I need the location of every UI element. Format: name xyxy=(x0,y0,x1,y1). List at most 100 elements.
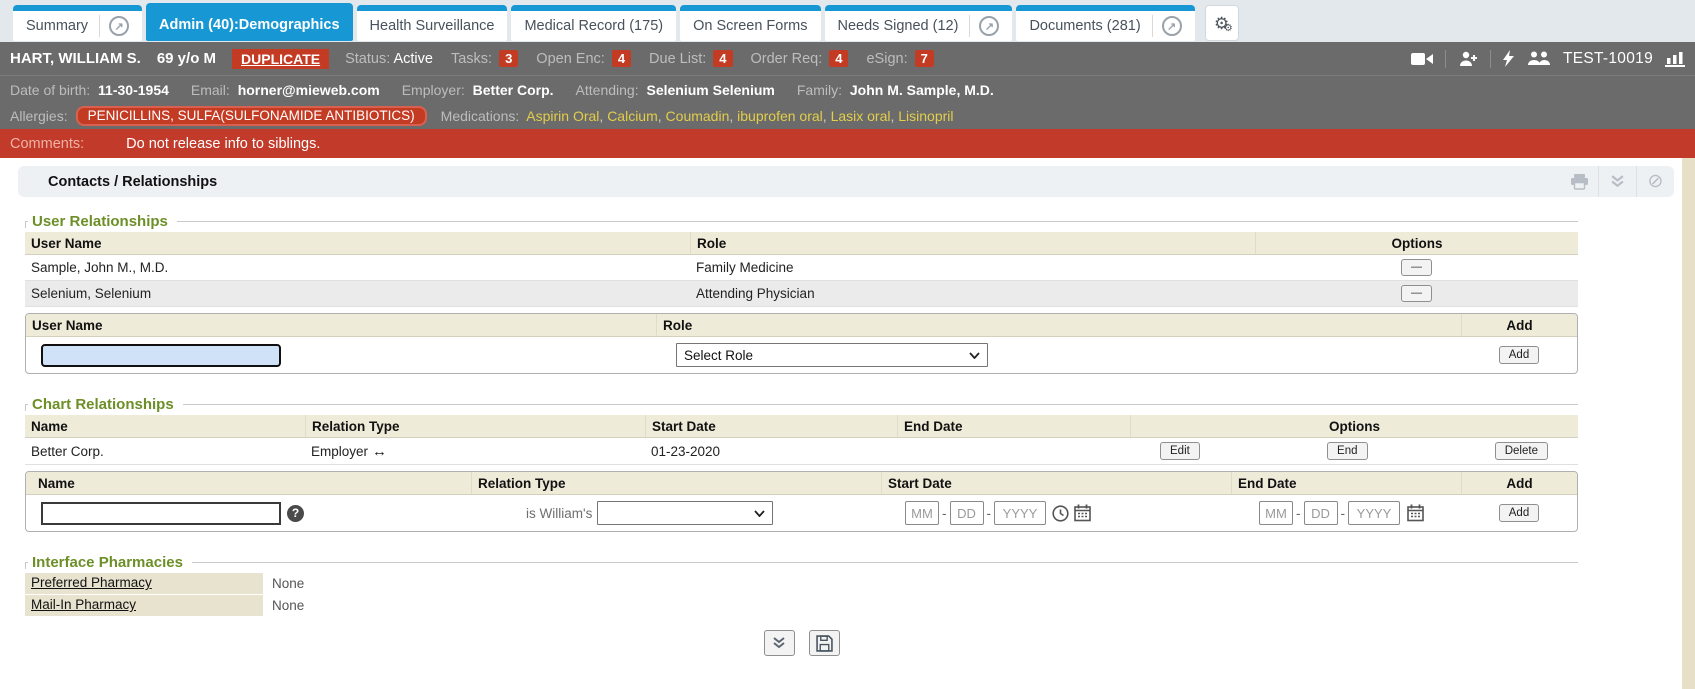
date-separator: - xyxy=(1340,505,1346,521)
role-cell: Family Medicine xyxy=(696,260,794,275)
patients-icon[interactable] xyxy=(1527,51,1551,66)
tab-admin-demographics[interactable]: Admin (40):Demographics xyxy=(146,3,353,41)
allergies-pill[interactable]: PENICILLINS, SULFA(SULFONAMIDE ANTIBIOTI… xyxy=(75,106,427,126)
end-day-input[interactable] xyxy=(1303,501,1338,525)
medications-label: Medications: xyxy=(440,108,520,124)
user-name-input[interactable] xyxy=(40,342,282,368)
tab-health-surveillance[interactable]: Health Surveillance xyxy=(356,5,508,41)
due-list-badge[interactable]: 4 xyxy=(713,50,733,67)
tab-summary[interactable]: Summary ↗ xyxy=(13,5,143,41)
preferred-pharmacy-link[interactable]: Preferred Pharmacy xyxy=(31,575,152,590)
divider xyxy=(25,404,1578,411)
preferred-pharmacy-value: None xyxy=(272,576,305,591)
add-person-icon[interactable] xyxy=(1458,51,1478,67)
divider xyxy=(969,15,971,37)
email-value: horner@mieweb.com xyxy=(237,81,380,98)
end-month-input[interactable] xyxy=(1259,501,1293,525)
double-chevron-down-icon xyxy=(1611,175,1624,188)
chart-relationships-header-row: Name Relation Type Start Date End Date O… xyxy=(25,415,1578,438)
add-chart-relationship-box: Name Relation Type Start Date End Date A… xyxy=(25,471,1578,532)
user-relationships-header-row: User Name Role Options xyxy=(25,232,1578,255)
due-list-label: Due List: xyxy=(649,50,707,67)
start-day-input[interactable] xyxy=(949,501,984,525)
comments-text: Do not release info to siblings. xyxy=(126,135,321,152)
relation-type-select[interactable] xyxy=(597,501,774,525)
add-chart-header-row: Name Relation Type Start Date End Date A… xyxy=(26,472,1577,495)
tasks-badge[interactable]: 3 xyxy=(499,50,519,67)
end-year-input[interactable] xyxy=(1348,501,1400,525)
popout-icon[interactable]: ↗ xyxy=(1161,16,1182,36)
order-req-badge[interactable]: 4 xyxy=(829,50,849,67)
print-button[interactable] xyxy=(1560,166,1598,197)
mail-in-pharmacy-link[interactable]: Mail-In Pharmacy xyxy=(31,597,137,612)
time-picker-icon[interactable] xyxy=(1052,504,1069,522)
esign-badge[interactable]: 7 xyxy=(914,50,934,67)
tasks-label: Tasks: xyxy=(450,50,493,67)
column-header-end-date: End Date xyxy=(897,415,1130,437)
open-enc-badge[interactable]: 4 xyxy=(611,50,632,67)
table-row: Selenium, Selenium Attending Physician — xyxy=(25,281,1578,307)
start-year-input[interactable] xyxy=(994,501,1046,525)
role-cell: Attending Physician xyxy=(696,286,815,301)
disable-section-button[interactable]: ⊘ xyxy=(1636,166,1674,197)
popout-icon[interactable]: ↗ xyxy=(109,16,130,36)
add-user-header-row: User Name Role Add xyxy=(26,314,1577,337)
relation-type-cell: Employer ↔ xyxy=(305,440,645,463)
tab-documents[interactable]: Documents (281) ↗ xyxy=(1016,5,1195,41)
column-header-start-date: Start Date xyxy=(645,415,897,437)
demographics-bar: Date of birth: 11-30-1954 Email: horner@… xyxy=(0,75,1695,103)
add-user-relationship-box: User Name Role Add Select Role Add xyxy=(25,313,1578,374)
user-relationships-section: User Relationships User Name Role Option… xyxy=(25,211,1578,374)
page-scroll-gutter[interactable] xyxy=(1682,158,1695,689)
delete-relationship-button[interactable]: Delete xyxy=(1494,442,1548,460)
end-relationship-button[interactable]: End xyxy=(1327,442,1368,460)
comments-label: Comments: xyxy=(10,135,85,152)
bar-chart-icon[interactable] xyxy=(1665,51,1685,67)
save-button[interactable] xyxy=(808,630,840,656)
printer-icon xyxy=(1570,174,1588,190)
add-user-relationship-button[interactable]: Add xyxy=(1498,346,1540,364)
divider xyxy=(25,221,1578,228)
chart-id: TEST-10019 xyxy=(1562,49,1653,67)
add-user-input-row: Select Role Add xyxy=(26,337,1577,373)
collapse-all-button[interactable] xyxy=(763,630,795,656)
order-req-counter: Order Req: 4 xyxy=(751,50,849,67)
collapse-section-button[interactable] xyxy=(1598,166,1636,197)
tab-bar: Summary ↗ Admin (40):Demographics Health… xyxy=(0,0,1695,42)
employer-label: Employer: xyxy=(401,81,465,98)
add-chart-relationship-button[interactable]: Add xyxy=(1498,504,1540,522)
column-header-user-name: User Name xyxy=(32,317,103,333)
calendar-icon[interactable] xyxy=(1074,504,1091,522)
remove-relationship-button[interactable]: — xyxy=(1401,259,1432,276)
tab-medical-record[interactable]: Medical Record (175) xyxy=(511,5,677,41)
tab-on-screen-forms[interactable]: On Screen Forms xyxy=(680,5,821,41)
relationship-name-input[interactable] xyxy=(41,501,281,525)
remove-relationship-button[interactable]: — xyxy=(1401,285,1432,302)
video-call-icon[interactable] xyxy=(1410,52,1433,66)
user-name-cell: Selenium, Selenium xyxy=(31,286,152,301)
esign-counter: eSign: 7 xyxy=(866,50,934,67)
divider xyxy=(1151,15,1153,37)
popout-icon[interactable]: ↗ xyxy=(979,16,1000,36)
employer-value: Better Corp. xyxy=(472,81,554,98)
family-item: Family: John M. Sample, M.D. xyxy=(797,82,994,98)
patient-age-sex: 69 y/o M xyxy=(156,50,217,67)
end-date-cell xyxy=(897,448,1130,454)
column-header-start-date: Start Date xyxy=(881,472,1231,494)
lightning-icon[interactable] xyxy=(1502,50,1515,67)
help-icon[interactable]: ? xyxy=(287,504,304,522)
save-icon xyxy=(815,634,833,652)
calendar-icon[interactable] xyxy=(1407,504,1424,522)
duplicate-flag[interactable]: DUPLICATE xyxy=(232,48,330,69)
role-select[interactable]: Select Role xyxy=(676,343,988,367)
settings-button[interactable]: ⚙ ⚙ xyxy=(1204,5,1239,41)
order-req-label: Order Req: xyxy=(750,50,823,67)
tab-needs-signed[interactable]: Needs Signed (12) ↗ xyxy=(824,5,1013,41)
gear-icon: ⚙ xyxy=(1214,13,1230,33)
chevron-down-icon xyxy=(969,351,980,359)
edit-relationship-button[interactable]: Edit xyxy=(1160,442,1200,460)
footer-actions xyxy=(25,630,1578,656)
start-month-input[interactable] xyxy=(905,501,939,525)
column-header-user-name: User Name xyxy=(31,235,102,251)
name-cell: Better Corp. xyxy=(31,443,104,459)
